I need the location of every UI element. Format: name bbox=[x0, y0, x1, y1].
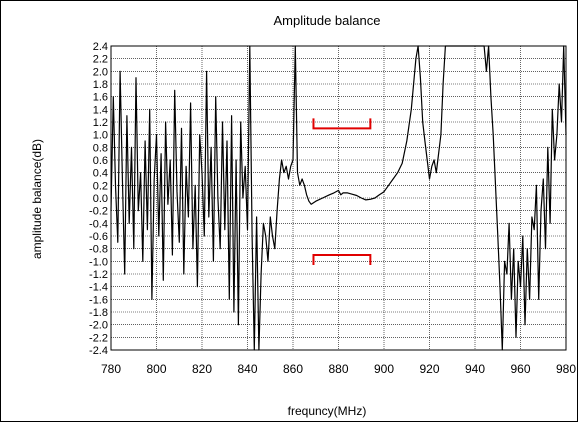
x-tick-label: 980 bbox=[556, 362, 576, 376]
y-tick-label: 1.4 bbox=[93, 104, 108, 116]
x-tick-label: 960 bbox=[510, 362, 530, 376]
y-tick-label: 0.2 bbox=[93, 180, 108, 192]
spec-bracket-1 bbox=[312, 254, 372, 265]
plot-area-border bbox=[110, 45, 567, 351]
y-tick-label: 0.8 bbox=[93, 142, 108, 154]
y-tick-label: 1.2 bbox=[93, 117, 108, 129]
x-tick-labels: 780 800 820 840 860 880 900 920 940 960 980 bbox=[101, 362, 576, 376]
x-tick-label: 940 bbox=[465, 362, 485, 376]
y-tick-label: -0.8 bbox=[89, 244, 108, 256]
y-tick-label: 0.4 bbox=[93, 168, 108, 180]
y-tick-label: -0.4 bbox=[89, 218, 108, 230]
x-tick-label: 840 bbox=[237, 362, 257, 376]
spec-bracket-0 bbox=[312, 118, 372, 130]
y-tick-label: -2.2 bbox=[89, 332, 108, 344]
grid-lines bbox=[110, 45, 567, 351]
y-tick-label: 0.6 bbox=[93, 155, 108, 167]
y-tick-label: -0.2 bbox=[89, 206, 108, 218]
x-tick-label: 860 bbox=[283, 362, 303, 376]
y-tick-label: -2.0 bbox=[89, 320, 108, 332]
x-tick-label: 820 bbox=[192, 362, 212, 376]
y-tick-label: -1.4 bbox=[89, 282, 108, 294]
x-tick-label: 880 bbox=[328, 362, 348, 376]
chart-title: Amplitude balance bbox=[274, 13, 381, 28]
y-tick-label: 2.2 bbox=[93, 54, 108, 66]
x-tick-label: 800 bbox=[146, 362, 166, 376]
y-tick-label: 0.0 bbox=[93, 193, 108, 205]
series-group bbox=[110, 45, 567, 351]
y-tick-label: -0.6 bbox=[89, 231, 108, 243]
y-tick-label: 2.4 bbox=[93, 41, 108, 53]
y-tick-label: -1.2 bbox=[89, 269, 108, 281]
y-tick-label: 1.0 bbox=[93, 130, 108, 142]
y-axis-label: amplitude balance(dB) bbox=[30, 139, 44, 259]
y-tick-label: -1.6 bbox=[89, 294, 108, 306]
y-tick-label: -1.8 bbox=[89, 307, 108, 319]
y-tick-label: 2.0 bbox=[93, 66, 108, 78]
series-line-0 bbox=[110, 45, 567, 351]
x-tick-label: 900 bbox=[374, 362, 394, 376]
x-axis-label: frequncy(MHz) bbox=[288, 404, 367, 418]
x-tick-label: 920 bbox=[419, 362, 439, 376]
y-tick-label: 1.8 bbox=[93, 79, 108, 91]
y-tick-label: -2.4 bbox=[89, 345, 108, 357]
y-tick-label: 1.6 bbox=[93, 92, 108, 104]
x-tick-label: 780 bbox=[101, 362, 121, 376]
y-tick-label: -1.0 bbox=[89, 256, 108, 268]
spec-brackets bbox=[312, 118, 372, 265]
y-tick-labels: 2.42.22.01.81.61.41.21.00.80.60.40.20.0-… bbox=[89, 41, 108, 357]
